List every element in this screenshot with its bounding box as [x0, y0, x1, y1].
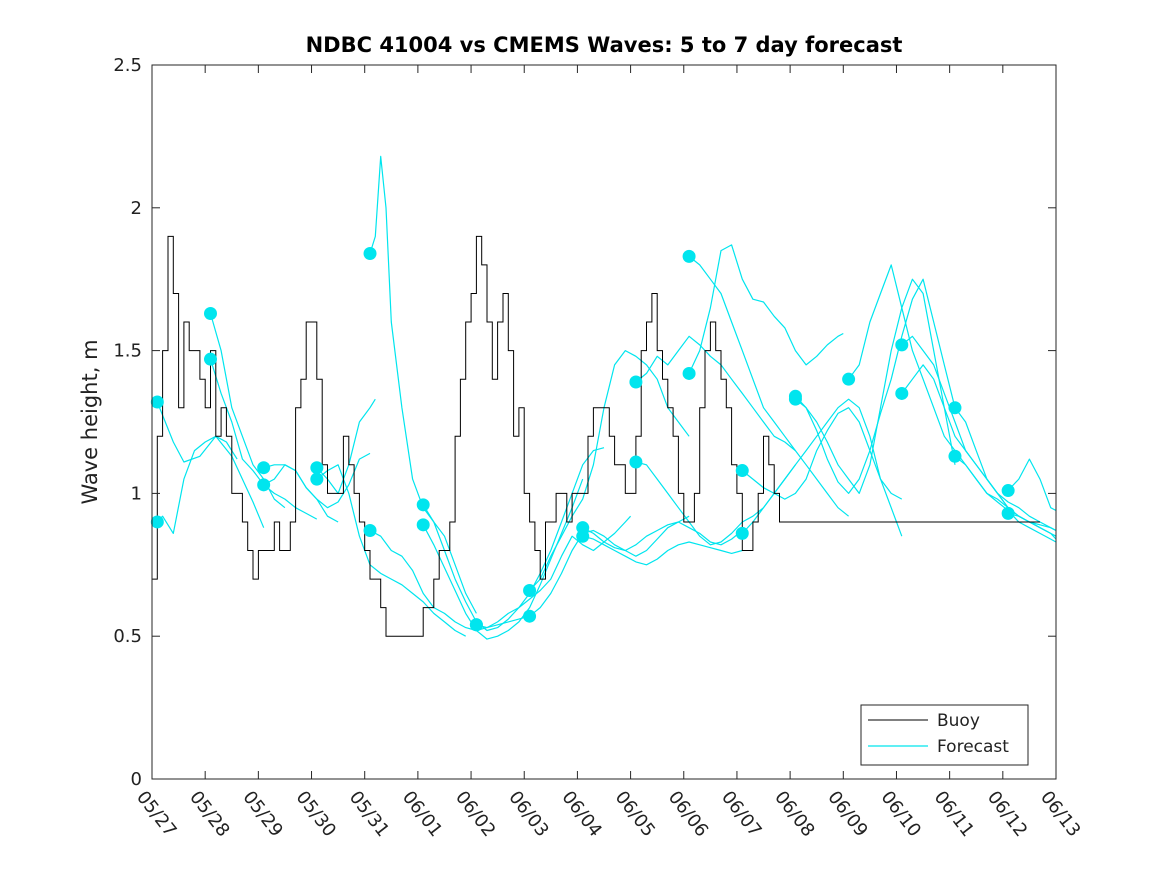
forecast-marker-22	[682, 366, 696, 380]
forecast-line-13	[476, 515, 632, 629]
forecast-marker-1	[150, 395, 164, 409]
buoy-series	[152, 235, 1040, 637]
legend-buoy-label: Buoy	[937, 711, 980, 731]
forecast-marker-29	[895, 386, 909, 400]
forecast-marker-31	[948, 449, 962, 463]
forecast-marker-10	[363, 524, 377, 538]
forecast-line-14	[529, 350, 690, 591]
forecast-line-8	[316, 464, 466, 637]
forecast-line-21	[688, 244, 844, 374]
forecast-marker-23	[735, 464, 749, 478]
y-axis-label: Wave height, m	[78, 339, 102, 504]
forecast-marker-19	[629, 375, 643, 389]
forecast-line-9	[369, 155, 477, 614]
forecast-line-20	[688, 255, 849, 517]
buoy-line	[152, 235, 1040, 637]
forecast-marker-14	[469, 618, 483, 632]
forecast-line-17	[582, 535, 743, 566]
forecast-marker-9	[363, 246, 377, 260]
y-axis-ticks: 0 0.5 1 1.5 2 2.5	[113, 55, 1056, 790]
forecast-marker-30	[948, 401, 962, 415]
forecast-marker-32	[1001, 484, 1015, 498]
forecast-line-24	[794, 278, 956, 494]
forecast-marker-28	[895, 338, 909, 352]
forecast-marker-12	[416, 518, 430, 532]
legend-box	[860, 704, 1029, 766]
forecast-marker-16	[523, 609, 537, 623]
forecast-line-22	[741, 407, 903, 500]
plot-area	[152, 65, 1056, 779]
forecast-marker-7	[310, 461, 324, 475]
forecast-line-23	[741, 398, 903, 537]
forecast-line-31	[1007, 458, 1057, 512]
legend-forecast-label: Forecast	[937, 737, 1009, 757]
forecast-marker-27	[842, 372, 856, 386]
y-tick-label-0: 0	[131, 769, 142, 790]
forecast-markers	[150, 246, 1015, 632]
forecast-line-25	[795, 278, 956, 494]
forecast-line-15	[529, 515, 690, 617]
forecast-line-3	[209, 313, 286, 509]
y-tick-label-4: 2	[131, 198, 142, 219]
forecast-marker-21	[682, 249, 696, 263]
y-tick-label-5: 2.5	[113, 55, 142, 76]
chart-title: NDBC 41004 vs CMEMS Waves: 5 to 7 day fo…	[306, 33, 903, 57]
forecast-marker-11	[416, 498, 430, 512]
forecast-marker-2	[150, 515, 164, 529]
forecast-line-32	[1007, 512, 1057, 532]
forecast-marker-8	[310, 472, 324, 486]
forecast-marker-15	[523, 584, 537, 598]
axes-box	[151, 64, 1057, 780]
forecast-line-2	[156, 435, 238, 534]
forecast-line-11	[422, 447, 605, 632]
forecast-marker-18	[576, 529, 590, 543]
forecast-marker-3	[203, 306, 217, 320]
y-tick-label-2: 1	[131, 483, 142, 504]
forecast-line-6	[263, 464, 339, 523]
forecast-marker-24	[735, 526, 749, 540]
y-tick-label-1: 0.5	[113, 626, 142, 647]
forecast-marker-6	[257, 478, 271, 492]
forecast-marker-5	[257, 461, 271, 475]
forecast-series	[156, 155, 1057, 640]
forecast-marker-26	[788, 392, 802, 406]
forecast-marker-4	[203, 352, 217, 366]
y-tick-label-3: 1.5	[113, 341, 142, 362]
legend: Buoy Forecast	[860, 704, 1029, 766]
forecast-marker-20	[629, 455, 643, 469]
forecast-marker-33	[1001, 506, 1015, 520]
